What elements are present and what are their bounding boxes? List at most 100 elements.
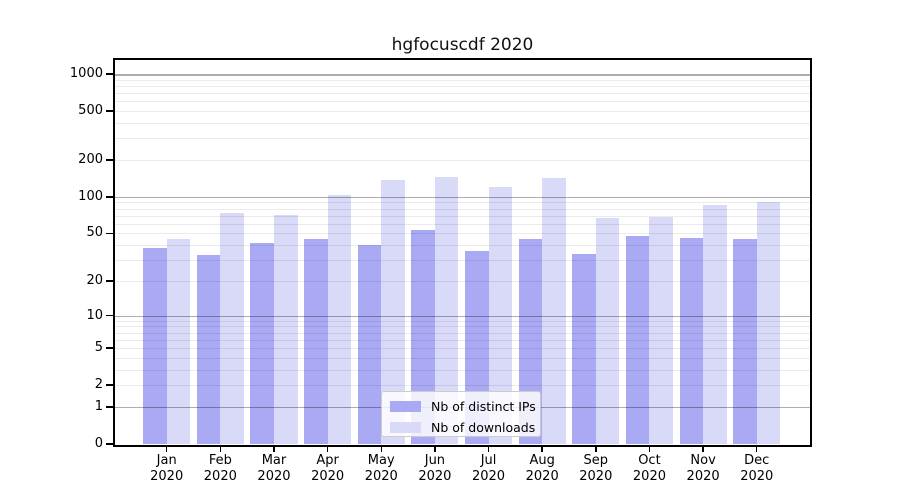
x-tick-year: 2020 [311,469,345,484]
y-tick-label: 10 [86,307,103,323]
x-tick-mark [702,446,704,452]
gridline-minor [115,357,810,359]
x-tick-month: Apr [316,453,339,468]
axis-spine-top [113,58,812,60]
bar-distinct-ips-oct [625,235,650,444]
bar-downloads-apr [327,194,352,444]
gridline-minor [115,348,810,350]
x-tick-year: 2020 [686,469,720,484]
x-tick-month: Nov [690,453,716,468]
bar-downloads-nov [703,204,727,444]
gridline-minor [115,202,810,204]
x-tick-month: Sep [583,453,609,468]
bar-downloads-sep [595,218,620,444]
y-tick-mark [106,314,113,317]
x-tick-year: 2020 [471,469,506,484]
x-tick-label-jul: Jul 2020 [461,453,517,485]
gridline-minor [115,215,810,217]
legend-item-distinct-ips: Nb of distinct IPs [390,398,536,415]
x-tick-month: Dec [744,453,770,468]
y-tick-mark [106,406,113,408]
x-tick-year: 2020 [257,469,291,484]
y-tick-mark [106,384,113,386]
y-tick-label: 500 [78,103,103,119]
x-tick-month: May [367,453,395,468]
x-tick-mark [326,446,329,452]
x-tick-label-nov: Nov 2020 [675,453,731,485]
y-tick-label: 20 [86,272,103,288]
y-tick-label: 2 [94,377,103,393]
bar-distinct-ips-nov [679,237,704,444]
gridline-minor [115,280,810,282]
gridline-minor [115,79,810,81]
bar-downloads-aug [542,178,566,444]
gridline-minor [115,208,810,210]
x-tick-month: Jan [156,453,177,468]
gridline-minor [115,111,810,113]
y-tick-label: 100 [78,188,103,204]
x-tick-year: 2020 [740,469,774,484]
x-tick-mark [541,446,543,452]
x-tick-month: Mar [261,453,287,468]
x-tick-year: 2020 [203,469,237,484]
gridline-minor [115,385,810,387]
y-tick-mark [106,110,113,112]
bar-downloads-may [381,179,405,444]
y-tick-label: 1 [94,398,103,414]
bar-distinct-ips-jun [411,230,435,444]
x-tick-mark [219,446,222,452]
x-tick-label-may: May 2020 [353,453,409,485]
x-tick-mark [595,446,597,452]
y-tick-label: 5 [94,340,103,356]
gridline-minor [115,138,810,140]
x-tick-label-jan: Jan 2020 [139,453,195,485]
bar-distinct-ips-jan [143,247,167,444]
x-tick-year: 2020 [364,469,398,484]
x-tick-mark [648,446,651,452]
gridline-minor [115,339,810,341]
bar-distinct-ips-may [357,245,382,444]
gridline-minor [115,260,810,262]
x-tick-year: 2020 [579,469,613,484]
y-tick-label: 200 [78,152,103,168]
x-tick-label-oct: Oct 2020 [621,453,677,485]
x-tick-year: 2020 [150,469,184,484]
x-tick-year: 2020 [418,469,452,484]
gridline-minor [115,93,810,95]
gridline-minor [115,85,810,87]
gridline-major [115,196,810,199]
axis-spine-right [810,58,812,446]
gridline-minor [115,101,810,103]
gridline-minor [115,332,810,334]
x-tick-mark [273,446,275,452]
x-tick-month: Jul [480,453,497,468]
legend-label-distinct-ips: Nb of distinct IPs [431,399,536,414]
x-tick-month: Jun [424,453,446,468]
gridline-minor [115,245,810,247]
y-tick-mark [106,159,113,161]
legend-label-downloads: Nb of downloads [431,420,536,435]
gridline-major [115,74,810,76]
bar-downloads-jul [488,187,513,444]
y-tick-mark [106,232,113,235]
y-tick-label: 0 [94,436,103,451]
gridline-minor [115,123,810,125]
x-tick-label-feb: Feb 2020 [192,453,248,485]
bar-distinct-ips-apr [304,238,328,444]
bar-distinct-ips-feb [196,255,221,444]
x-tick-month: Oct [638,453,661,468]
y-tick-mark [106,196,113,198]
y-tick-label: 1000 [69,66,103,82]
x-tick-label-sep: Sep 2020 [568,453,624,485]
gridline-minor [115,233,810,235]
x-tick-mark [755,446,758,452]
bar-distinct-ips-sep [572,253,596,444]
bar-downloads-dec [756,202,781,444]
x-tick-year: 2020 [525,469,559,484]
x-tick-mark [434,446,436,452]
x-tick-month: Aug [529,453,555,468]
y-tick-mark [106,347,113,349]
gridline-minor [115,320,810,322]
legend-swatch-downloads [390,422,421,433]
